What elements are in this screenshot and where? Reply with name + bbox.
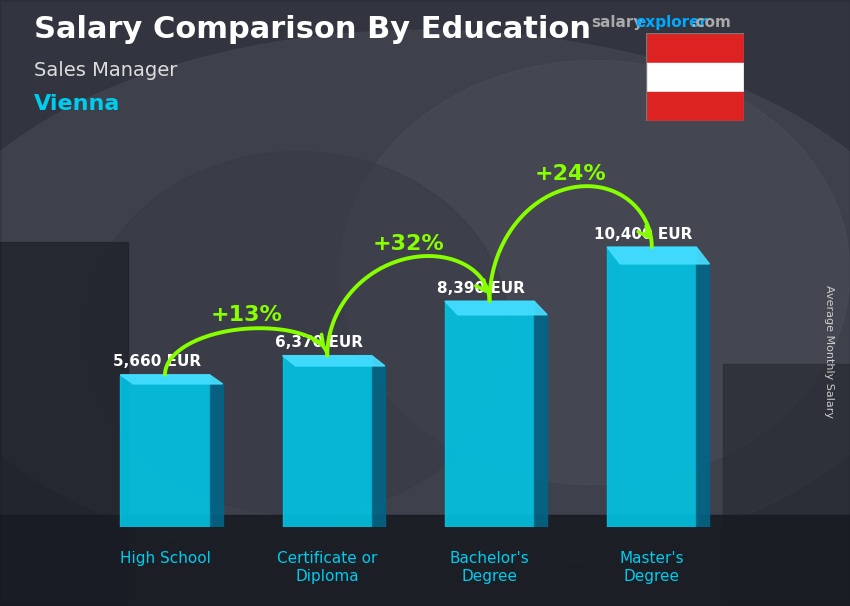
Text: +32%: +32% [372,234,445,254]
Text: +13%: +13% [210,305,282,325]
Text: Master's
Degree: Master's Degree [620,551,684,584]
Polygon shape [210,384,223,527]
Text: 6,370 EUR: 6,370 EUR [275,335,363,350]
Polygon shape [607,247,710,264]
Polygon shape [445,301,547,315]
Text: 5,660 EUR: 5,660 EUR [113,355,201,370]
Polygon shape [121,375,223,384]
Text: +24%: +24% [535,164,607,184]
Text: Certificate or
Diploma: Certificate or Diploma [277,551,377,584]
Polygon shape [534,315,547,527]
Text: .com: .com [690,15,731,30]
Bar [0,515,850,606]
Polygon shape [371,366,385,527]
Text: Average Monthly Salary: Average Monthly Salary [824,285,834,418]
Ellipse shape [340,61,850,485]
Text: Salary Comparison By Education: Salary Comparison By Education [34,15,591,44]
Text: Bachelor's
Degree: Bachelor's Degree [450,551,530,584]
Bar [646,92,744,121]
Text: explorer: explorer [636,15,708,30]
Text: salary: salary [591,15,643,30]
Polygon shape [445,301,534,527]
Polygon shape [282,356,371,527]
Text: Vienna: Vienna [34,94,121,114]
Polygon shape [696,264,710,527]
Ellipse shape [85,152,510,515]
Bar [646,33,744,62]
Text: Sales Manager: Sales Manager [34,61,178,79]
Bar [722,364,850,606]
Text: High School: High School [120,551,211,567]
Polygon shape [607,247,696,527]
Text: 10,400 EUR: 10,400 EUR [594,227,693,242]
Polygon shape [121,375,210,527]
Polygon shape [282,356,385,366]
Text: 8,390 EUR: 8,390 EUR [438,281,525,296]
Ellipse shape [0,30,850,576]
Bar [646,62,744,92]
Bar [0,242,128,606]
